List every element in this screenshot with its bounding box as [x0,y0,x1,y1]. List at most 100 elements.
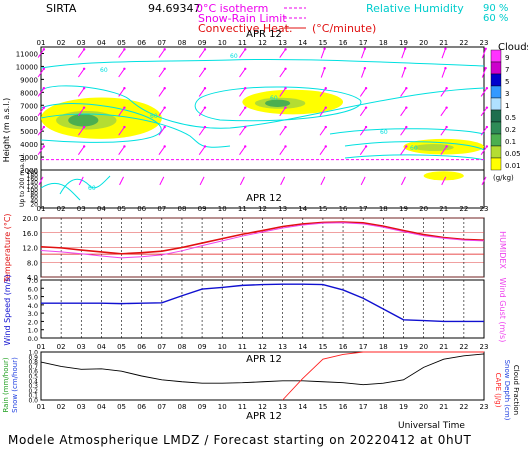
clouds-hour-tick-label: 15 [318,39,327,47]
clouds-hour-tick-label: 18 [379,39,388,47]
clouds-hour-tick-label: 02 [57,39,66,47]
temp-ytick-label: 20.0 [22,215,38,223]
wind-arrow-head [485,87,489,90]
colorbar-swatch [490,109,502,123]
rh-contour-label: 60 [270,95,278,102]
rain-hour-tick-label: 04 [97,403,106,411]
clouds-panel: 01 02 03 04 05 06 07 08 09 10 11 12 13 14 15 16 17 18 19 20… [2,29,521,209]
rain-date-label: APR 12 [246,354,282,365]
rh-contour [194,86,362,122]
wind-arrow-head [163,67,166,70]
wind-arrow [481,176,487,186]
wind-arrow-head [484,66,487,70]
clouds-ytick-label: 80 [30,191,38,198]
wind-arrow-head [323,66,326,70]
wind-arrow-head [485,145,489,148]
wind-arrow-head [324,125,327,129]
wind-arrow [37,126,45,136]
wind-hour-tick-label: 09 [198,343,207,351]
clouds-ytick-label: 5000 [20,128,38,136]
wind-arrow-head [324,87,327,90]
wind-arrow [440,146,448,155]
wind-arrow-head [484,47,487,50]
legend-snowrain: Snow-Rain Limit [198,12,287,25]
wind-arrow [239,87,246,97]
wind-arrow [361,48,366,59]
wind-arrow [118,68,125,78]
clouds-hour-tick-label: 21 [439,39,448,47]
wind-arrow [158,49,166,58]
wind-hour-tick-label: 18 [379,343,388,351]
wind-arrow [37,87,45,97]
wind-ytick-label: 0.0 [28,335,38,343]
wind-arrow-head [244,67,247,70]
universal-time-label: Universal Time [398,421,465,431]
wind-arrow [279,68,286,78]
wind-hour-tick-label: 12 [258,343,267,351]
temp-hour-tick-label: 22 [459,205,468,213]
rain-ytick-label: 0.3 [28,383,38,390]
clouds-hour-tick-label: 17 [359,39,368,47]
rain-hour-tick-label: 08 [177,403,186,411]
clouds-hour-tick-label: 08 [177,39,186,47]
wind-arrow-head [42,48,46,51]
clouds-ytick-label: 180 [27,172,39,179]
wind-arrow-head [284,145,287,148]
wind-arrow-head [82,67,86,70]
wind-arrow [400,107,407,117]
wind-arrow-head [203,145,207,148]
wind-arrow-head [203,67,207,70]
clouds-hour-tick-label: 05 [117,39,126,47]
wind-arrow-head [42,125,46,129]
clouds-ytick-label: 120 [27,183,39,190]
colorbar-label: 9 [505,54,509,62]
colorbar-label: 7 [505,66,509,74]
wind-arrow [198,87,206,97]
wind-arrow-head [163,87,166,90]
wind-hour-tick-label: 06 [137,343,146,351]
wind-arrow [37,107,45,117]
clouds-date-label: APR 12 [246,29,282,40]
wind-arrow [199,176,205,186]
rain-hour-tick-label: 14 [298,403,307,411]
cape-ylabel: CAPE (J/g) [494,373,502,408]
station-name: SIRTA [46,2,77,15]
wind-arrow-head [445,145,448,148]
legend-rh-90: 90 % [483,3,508,14]
temp-ytick-label: 4.0 [27,274,38,282]
rain-ytick-label: 0.8 [28,359,38,366]
temp-date-label: APR 12 [246,193,282,204]
rain-hour-tick-label: 07 [157,403,166,411]
wind-arrow [480,126,488,136]
rain-hour-tick-label: 23 [480,403,489,411]
wind-arrow-head [123,87,126,90]
cloud-patch-core [265,99,291,107]
rain-hour-tick-label: 02 [57,403,66,411]
temp-hour-tick-label: 20 [419,205,428,213]
wind-arrow [319,126,327,136]
rh-contour-label: 60 [380,129,388,136]
colorbar-swatch [490,73,502,87]
cloud-patch-core [413,143,454,151]
wind-arrow [158,126,166,136]
wind-arrow [361,68,366,78]
temp-hour-tick-label: 12 [258,205,267,213]
rain-hour-tick-label: 19 [399,403,408,411]
wind-hour-tick-label: 02 [57,343,66,351]
rh-contour-label: 60 [410,145,418,152]
wind-arrow [37,146,45,155]
wind-arrow [401,176,406,186]
colorbar-swatch [490,145,502,159]
rh-contour [40,182,81,201]
wind-arrow [198,107,206,117]
wind-arrow-head [403,66,407,70]
wind-ytick-label: 5.0 [28,294,38,302]
colorbar-swatch [490,61,502,75]
wind-arrow-head [42,87,46,90]
wind-arrow-head [485,106,489,109]
temp-hour-tick-label: 11 [238,205,247,213]
wind-arrow [198,126,206,136]
temp-hour-tick-label: 05 [117,205,126,213]
